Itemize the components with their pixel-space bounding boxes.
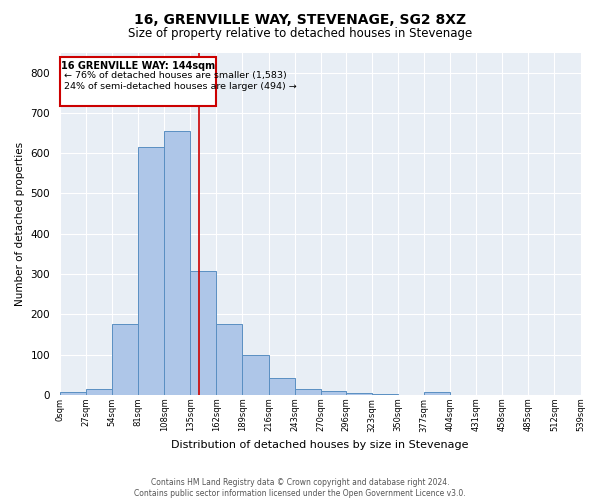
Bar	[424, 392, 450, 395]
Bar	[86, 389, 112, 395]
Y-axis label: Number of detached properties: Number of detached properties	[15, 142, 25, 306]
Text: Size of property relative to detached houses in Stevenage: Size of property relative to detached ho…	[128, 28, 472, 40]
Text: 16, GRENVILLE WAY, STEVENAGE, SG2 8XZ: 16, GRENVILLE WAY, STEVENAGE, SG2 8XZ	[134, 12, 466, 26]
Bar	[138, 147, 164, 395]
Bar	[242, 354, 269, 395]
Bar	[320, 391, 346, 395]
X-axis label: Distribution of detached houses by size in Stevenage: Distribution of detached houses by size …	[172, 440, 469, 450]
Bar	[346, 393, 372, 395]
Bar	[112, 324, 138, 395]
Bar	[217, 324, 242, 395]
Bar	[190, 271, 217, 395]
Text: 24% of semi-detached houses are larger (494) →: 24% of semi-detached houses are larger (…	[64, 82, 296, 90]
Bar	[295, 389, 320, 395]
Text: ← 76% of detached houses are smaller (1,583): ← 76% of detached houses are smaller (1,…	[64, 72, 287, 80]
Text: 16 GRENVILLE WAY: 144sqm: 16 GRENVILLE WAY: 144sqm	[61, 60, 215, 70]
Bar	[269, 378, 295, 395]
Text: Contains HM Land Registry data © Crown copyright and database right 2024.
Contai: Contains HM Land Registry data © Crown c…	[134, 478, 466, 498]
Bar	[372, 394, 398, 395]
Bar	[164, 131, 190, 395]
FancyBboxPatch shape	[60, 58, 217, 106]
Bar	[60, 392, 86, 395]
